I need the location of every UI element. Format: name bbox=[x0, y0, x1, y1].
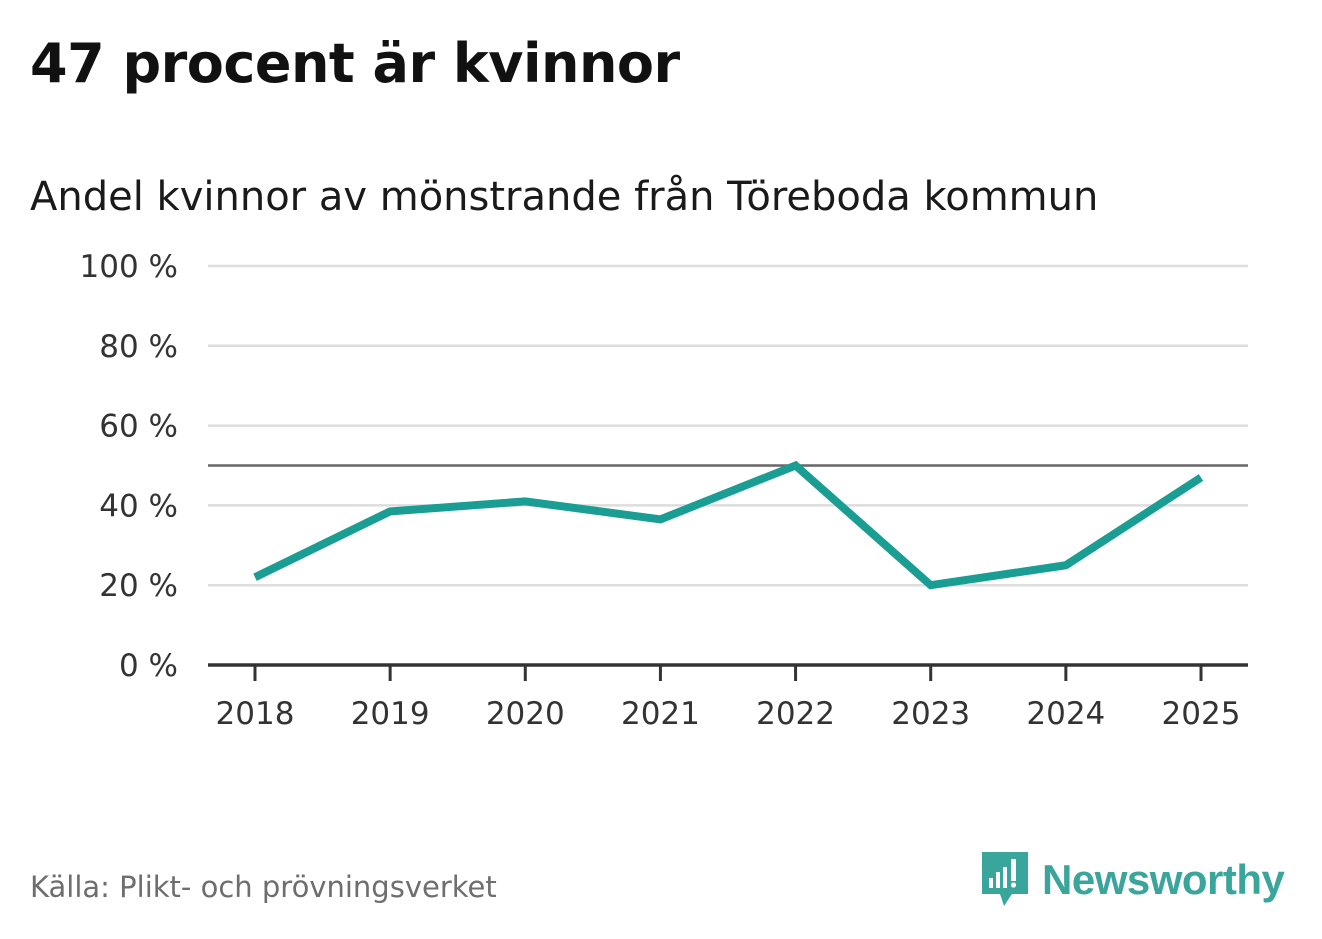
brand-logo: Newsworthy bbox=[980, 850, 1285, 910]
y-tick-label: 20 % bbox=[99, 568, 178, 604]
newsworthy-logo-icon bbox=[982, 852, 1028, 906]
y-tick-label: 100 % bbox=[80, 249, 178, 285]
x-axis-labels: 2018 2019 2020 2021 2022 2023 2024 2025 bbox=[216, 696, 1241, 732]
y-tick-label: 80 % bbox=[99, 329, 178, 365]
series-line bbox=[253, 460, 1204, 590]
x-tick-label: 2021 bbox=[621, 696, 700, 732]
x-tick-label: 2018 bbox=[216, 696, 295, 732]
x-tick-label: 2020 bbox=[486, 696, 565, 732]
brand-name: Newsworthy bbox=[1042, 856, 1285, 903]
series-group bbox=[253, 460, 1204, 590]
chart-subtitle: Andel kvinnor av mönstrande från Törebod… bbox=[30, 174, 1099, 220]
y-tick-label: 0 % bbox=[119, 648, 178, 684]
x-tick-label: 2024 bbox=[1026, 696, 1105, 732]
y-tick-label: 40 % bbox=[99, 488, 178, 524]
x-tick-label: 2023 bbox=[891, 696, 970, 732]
x-axis bbox=[208, 663, 1248, 681]
x-tick-label: 2019 bbox=[351, 696, 430, 732]
x-tick-label: 2022 bbox=[756, 696, 835, 732]
y-axis-labels: 0 % 20 % 40 % 60 % 80 % 100 % bbox=[80, 249, 178, 684]
gridlines bbox=[208, 264, 1248, 587]
chart-title: 47 procent är kvinnor bbox=[30, 32, 680, 95]
y-tick-label: 60 % bbox=[99, 409, 178, 445]
source-note: Källa: Plikt- och prövningsverket bbox=[30, 870, 497, 904]
x-tick-label: 2025 bbox=[1162, 696, 1241, 732]
